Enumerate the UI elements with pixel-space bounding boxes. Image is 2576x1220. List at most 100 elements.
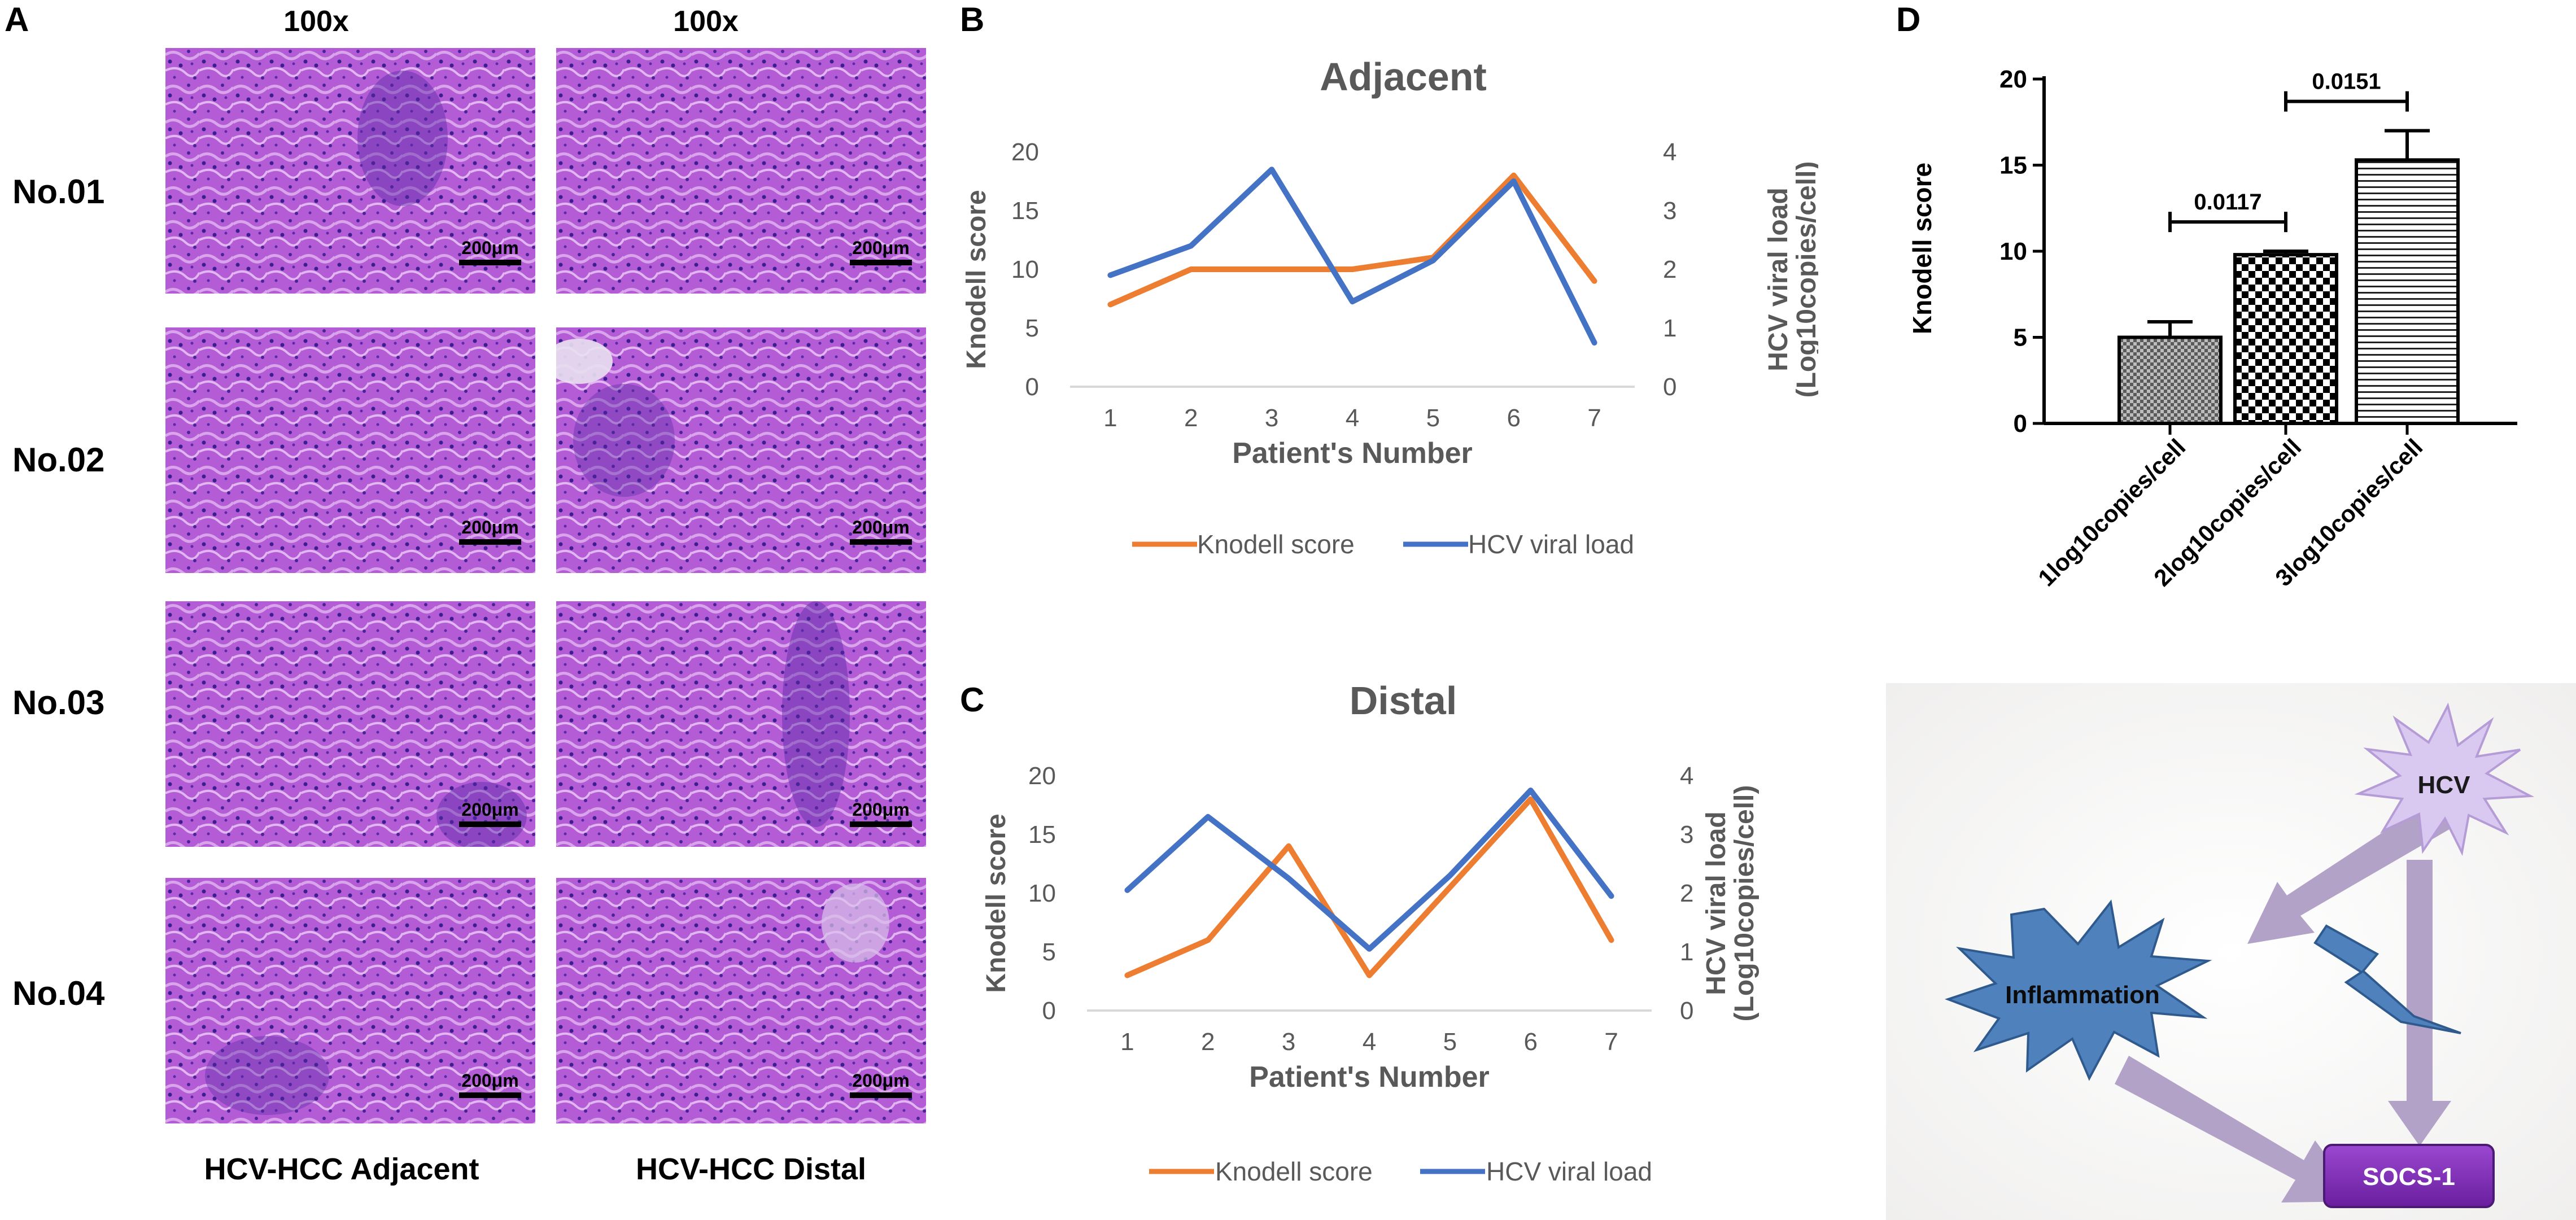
row-label-4: No.04 bbox=[12, 974, 105, 1012]
y2-axis-label: HCV viral load bbox=[1701, 811, 1731, 995]
inflammation-label: Inflammation bbox=[2005, 981, 2160, 1009]
column-footer-adjacent: HCV-HCC Adjacent bbox=[204, 1152, 479, 1186]
arrow-inflammation-to-socs bbox=[2115, 1056, 2360, 1202]
histology-image: 200μm bbox=[165, 878, 535, 1123]
y2-tick-label: 0 bbox=[1663, 373, 1676, 401]
x-axis-label: Patient's Number bbox=[1249, 1061, 1490, 1094]
scale-bar-label: 200μm bbox=[852, 799, 909, 820]
y2-axis-label: HCV viral load bbox=[1763, 187, 1793, 371]
y-axis-label: Knodell score bbox=[962, 190, 992, 369]
y2-tick-label: 1 bbox=[1680, 938, 1693, 966]
y2-tick-label: 0 bbox=[1680, 997, 1693, 1025]
arrow-hcv-to-inflammation bbox=[2247, 792, 2466, 944]
panel-letter-d: D bbox=[1896, 1, 1921, 38]
histology-image: 200μm bbox=[556, 878, 926, 1123]
panel-letter-b: B bbox=[960, 1, 985, 38]
series-line-hcv bbox=[1124, 788, 1614, 952]
panel-letter-a: A bbox=[5, 1, 29, 38]
socs-1-box bbox=[2323, 1144, 2495, 1208]
pathway-diagram: HCV Inflammation SOCS-1 bbox=[1886, 683, 2576, 1220]
y2-tick-label: 1 bbox=[1663, 314, 1676, 342]
legend-label-knodell: Knodell score bbox=[1215, 1157, 1373, 1186]
scale-bar bbox=[850, 821, 912, 827]
series-line-hcv bbox=[1107, 167, 1597, 346]
y2-tick-label: 2 bbox=[1680, 880, 1693, 907]
x-tick-label: 4 bbox=[1346, 404, 1359, 432]
row-label-1: No.01 bbox=[12, 173, 105, 211]
scale-bar bbox=[459, 539, 521, 545]
row-label-3: No.03 bbox=[12, 684, 105, 721]
x-tick-label: 2 bbox=[1201, 1028, 1215, 1056]
y-tick-label: 5 bbox=[1042, 938, 1056, 966]
y2-tick-label: 4 bbox=[1663, 138, 1676, 166]
chart-title: Adjacent bbox=[1320, 55, 1487, 99]
line-chart-distal: Distal 0 5 10 15 20 0 1 2 3 4 1 2 3 4 5 6 7 Knodell scor… bbox=[981, 679, 1759, 1186]
y-tick-label: 20 bbox=[1999, 65, 2027, 93]
scale-bar bbox=[459, 821, 521, 827]
y-tick-label: 0 bbox=[2014, 410, 2027, 438]
scale-bar-label: 200μm bbox=[461, 517, 518, 537]
x-tick-label: 5 bbox=[1426, 404, 1440, 432]
histology-image: 200μm bbox=[556, 601, 926, 847]
y-tick-label: 0 bbox=[1042, 997, 1056, 1025]
y-tick-label: 10 bbox=[1011, 256, 1039, 283]
x-tick-label: 3 bbox=[1265, 404, 1278, 432]
y-tick-label: 10 bbox=[1999, 238, 2027, 265]
socs-1-label: SOCS-1 bbox=[2363, 1163, 2455, 1191]
y2-tick-label: 2 bbox=[1663, 256, 1676, 283]
y2-tick-label: 3 bbox=[1680, 821, 1693, 849]
x-tick-label: 5 bbox=[1443, 1028, 1457, 1056]
y2-axis-label-unit: (Log10copies/cell) bbox=[1730, 785, 1759, 1022]
y-tick-label: 10 bbox=[1028, 880, 1056, 907]
y-tick-label: 5 bbox=[2014, 324, 2027, 352]
scale-bar bbox=[850, 260, 912, 265]
y-axis-label: Knodell score bbox=[1907, 163, 1937, 334]
bar bbox=[2355, 158, 2460, 425]
y2-tick-label: 4 bbox=[1680, 762, 1693, 790]
histology-image: 200μm bbox=[556, 327, 926, 573]
series-line-knodell bbox=[1107, 172, 1597, 308]
histology-image: 200μm bbox=[165, 601, 535, 847]
y-tick-label: 15 bbox=[1028, 821, 1056, 849]
x-tick-label: 6 bbox=[1523, 1028, 1537, 1056]
x-axis-label: Patient's Number bbox=[1232, 437, 1473, 470]
legend-label-hcv: HCV viral load bbox=[1468, 530, 1634, 559]
inflammation-burst-icon bbox=[1945, 899, 2212, 1081]
arrow-hcv-to-socs bbox=[2388, 860, 2451, 1146]
y-axis-label: Knodell score bbox=[981, 814, 1011, 992]
histology-image: 200μm bbox=[165, 48, 535, 294]
x-tick-label: 6 bbox=[1507, 404, 1520, 432]
scale-bar-label: 200μm bbox=[461, 799, 518, 820]
y-tick-label: 20 bbox=[1028, 762, 1056, 790]
x-tick-label: 3 bbox=[1282, 1028, 1295, 1056]
col-header-adjacent: 100x bbox=[283, 5, 349, 38]
col-header-distal: 100x bbox=[673, 5, 739, 38]
column-footer-distal: HCV-HCC Distal bbox=[635, 1152, 867, 1186]
p-value-label: 0.0117 bbox=[2194, 190, 2261, 215]
y2-tick-label: 3 bbox=[1663, 197, 1676, 225]
scale-bar-label: 200μm bbox=[852, 1070, 909, 1091]
panel-letter-c: C bbox=[960, 681, 985, 719]
scale-bar-label: 200μm bbox=[461, 238, 518, 258]
x-tick-label: 1 bbox=[1120, 1028, 1134, 1056]
p-value-label: 0.0151 bbox=[2312, 69, 2381, 94]
scale-bar bbox=[850, 539, 912, 545]
scale-bar bbox=[459, 1092, 521, 1098]
y2-axis-label-unit: (Log10copies/cell) bbox=[1792, 161, 1818, 398]
bar bbox=[2117, 335, 2223, 425]
y-tick-label: 15 bbox=[1011, 197, 1039, 225]
legend-label-knodell: Knodell score bbox=[1197, 530, 1355, 559]
scale-bar bbox=[850, 1092, 912, 1098]
x-tick-label: 7 bbox=[1587, 404, 1601, 432]
hcv-label: HCV bbox=[2418, 771, 2471, 799]
scale-bar bbox=[459, 260, 521, 265]
chart-title: Distal bbox=[1350, 679, 1457, 723]
x-tick-label: 2 bbox=[1184, 404, 1198, 432]
x-tick-label: 4 bbox=[1363, 1028, 1376, 1056]
bar bbox=[2233, 253, 2338, 425]
y-tick-label: 5 bbox=[1025, 314, 1039, 342]
scale-bar-label: 200μm bbox=[461, 1070, 518, 1091]
histology-image: 200μm bbox=[165, 327, 535, 573]
y-tick-label: 20 bbox=[1011, 138, 1039, 166]
